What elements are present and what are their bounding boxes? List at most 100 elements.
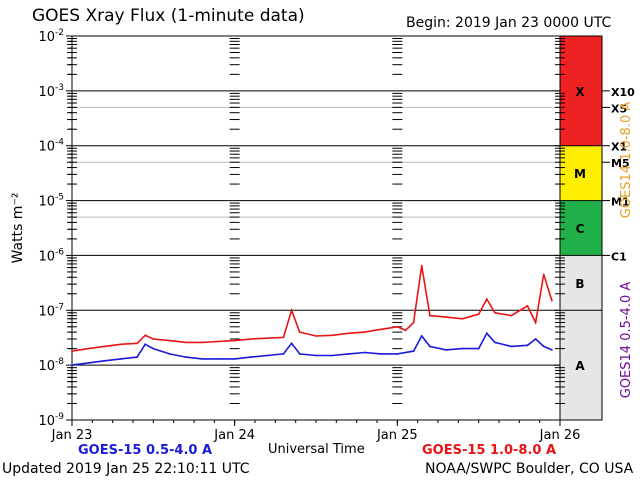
series-point-long — [485, 298, 488, 300]
series-point-short — [87, 361, 90, 364]
series-point-long — [404, 329, 407, 332]
series-point-short — [168, 353, 171, 355]
series-point-long — [201, 341, 204, 344]
threshold-label-x1: X1 — [611, 141, 627, 154]
threshold-label-x5: X5 — [611, 102, 627, 115]
series-point-short — [290, 342, 293, 345]
series-point-long — [550, 299, 553, 302]
y-tick-label: 10-6 — [38, 247, 64, 264]
y-tick-label: 10-7 — [38, 302, 64, 319]
legend-short-channel: GOES-15 0.5-4.0 A — [78, 443, 213, 458]
y-tick-label: 10-4 — [38, 138, 64, 155]
threshold-label-m1: M1 — [611, 196, 630, 209]
series-point-short — [298, 353, 301, 355]
series-line-short — [71, 331, 553, 366]
class-band-c — [560, 200, 602, 256]
series-point-long — [315, 335, 317, 337]
series-point-short — [534, 338, 537, 340]
series-point-long — [420, 264, 423, 267]
series-point-long — [103, 345, 106, 348]
series-point-long — [233, 339, 236, 342]
y-axis-title: Watts m⁻² — [10, 193, 26, 264]
series-point-short — [526, 344, 529, 347]
series-point-short — [103, 359, 106, 362]
series-point-short — [477, 347, 480, 350]
series-point-long — [396, 325, 399, 328]
series-point-short — [184, 356, 187, 359]
chart-title: GOES Xray Flux (1-minute data) — [32, 6, 305, 26]
series-point-short — [217, 357, 220, 360]
series-point-long — [445, 316, 448, 319]
series-point-long — [298, 331, 301, 334]
series-point-short — [550, 348, 553, 351]
y-tick-label: 10-9 — [38, 412, 64, 429]
class-band-m — [560, 145, 602, 201]
x-tick-label: Jan 23 — [51, 428, 93, 443]
series-point-short — [542, 345, 545, 348]
series-point-long — [282, 336, 285, 339]
class-band-b — [560, 255, 602, 311]
class-band-label-x: X — [575, 85, 585, 99]
series-point-short — [396, 353, 399, 355]
series-point-long — [477, 313, 480, 316]
series-point-short — [494, 341, 496, 344]
class-band-x — [560, 36, 602, 146]
threshold-label-x10: X10 — [611, 86, 635, 99]
series-point-long — [290, 309, 293, 312]
series-point-short — [420, 335, 423, 337]
series-point-short — [152, 347, 155, 350]
series-point-short — [71, 364, 73, 367]
series-point-short — [250, 356, 252, 359]
right-label-goes14-short: GOES14 0.5-4.0 A — [619, 282, 634, 399]
series-point-short — [233, 357, 236, 360]
class-band-label-a: A — [575, 359, 585, 373]
x-tick-label: Jan 25 — [376, 428, 418, 443]
series-point-long — [363, 331, 366, 334]
series-point-short — [266, 354, 269, 357]
right-label-goes14-long: GOES14 1.0-8.0 A — [619, 102, 634, 219]
y-tick-label: 10-5 — [38, 193, 64, 210]
x-tick-label: Jan 26 — [539, 428, 581, 443]
series-point-long — [250, 338, 252, 340]
x-axis-label: Universal Time — [268, 442, 365, 457]
series-point-short — [380, 353, 382, 355]
series-point-long — [152, 338, 155, 340]
class-band-label-c: C — [576, 222, 585, 236]
series-point-long — [526, 305, 529, 307]
legend-long-channel: GOES-15 1.0-8.0 A — [422, 443, 557, 458]
y-tick-label: 10-3 — [38, 83, 64, 100]
series-point-long — [144, 334, 147, 337]
series-point-long — [380, 328, 382, 331]
series-point-long — [412, 321, 415, 324]
series-point-long — [347, 332, 350, 335]
series-point-short — [331, 354, 334, 357]
y-tick-label: 10-8 — [38, 357, 64, 374]
series-point-short — [136, 356, 138, 359]
series-point-short — [282, 353, 285, 355]
series-point-short — [461, 347, 464, 350]
series-point-short — [119, 357, 122, 360]
series-point-long — [87, 347, 90, 350]
series-point-long — [331, 334, 334, 337]
series-point-long — [136, 342, 138, 345]
series-point-short — [428, 345, 431, 348]
series-point-short — [363, 351, 366, 354]
series-point-long — [428, 314, 431, 317]
series-point-long — [266, 337, 269, 340]
plot-frame — [71, 35, 561, 421]
series-point-short — [347, 353, 350, 355]
series-point-long — [168, 339, 171, 342]
series-point-long — [71, 350, 73, 353]
series-point-short — [445, 348, 448, 351]
class-band-label-m: M — [574, 167, 586, 181]
series-point-short — [412, 350, 415, 353]
series-point-long — [494, 311, 496, 314]
x-tick-label: Jan 24 — [213, 428, 255, 443]
series-point-long — [184, 341, 187, 344]
series-point-long — [461, 317, 464, 320]
series-line-long — [71, 265, 553, 352]
series-point-long — [217, 340, 220, 343]
series-point-short — [510, 345, 513, 348]
series-point-long — [534, 321, 537, 324]
